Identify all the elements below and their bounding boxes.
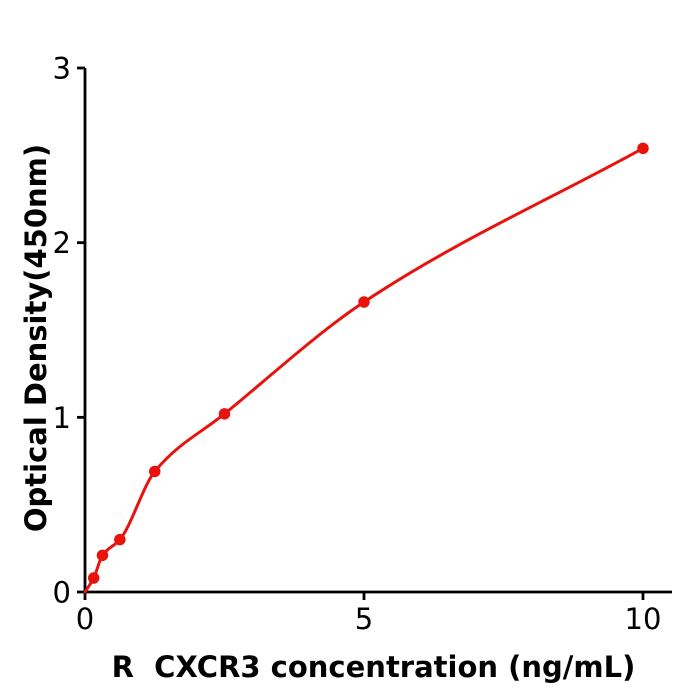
y-axis-label: Optical Density(450nm) <box>19 144 53 532</box>
data-point-marker <box>114 533 126 546</box>
x-tick-label: 10 <box>625 602 662 636</box>
y-tick-label: 1 <box>53 401 71 435</box>
x-axis-label: R CXCR3 concentration (ng/mL) <box>112 650 636 684</box>
x-tick-label: 5 <box>355 602 373 636</box>
x-axis-tick-labels: 0 5 10 <box>76 602 662 636</box>
x-tick-label: 0 <box>76 602 94 636</box>
y-tick-label: 2 <box>53 226 71 260</box>
fit-curve <box>83 146 645 594</box>
data-series <box>83 142 649 594</box>
axes: 0 5 10 0 1 2 3 <box>53 52 672 636</box>
data-point-marker <box>87 572 100 584</box>
y-tick-label: 3 <box>53 52 71 86</box>
data-point-marker <box>218 408 231 420</box>
y-tick-label: 0 <box>53 576 71 610</box>
axis-spines <box>83 68 672 594</box>
y-axis-tick-labels: 0 1 2 3 <box>53 52 71 610</box>
data-point-marker <box>637 142 649 155</box>
data-points <box>87 142 649 584</box>
data-point-marker <box>358 296 370 308</box>
data-point-marker <box>149 465 161 478</box>
data-point-marker <box>96 549 109 562</box>
